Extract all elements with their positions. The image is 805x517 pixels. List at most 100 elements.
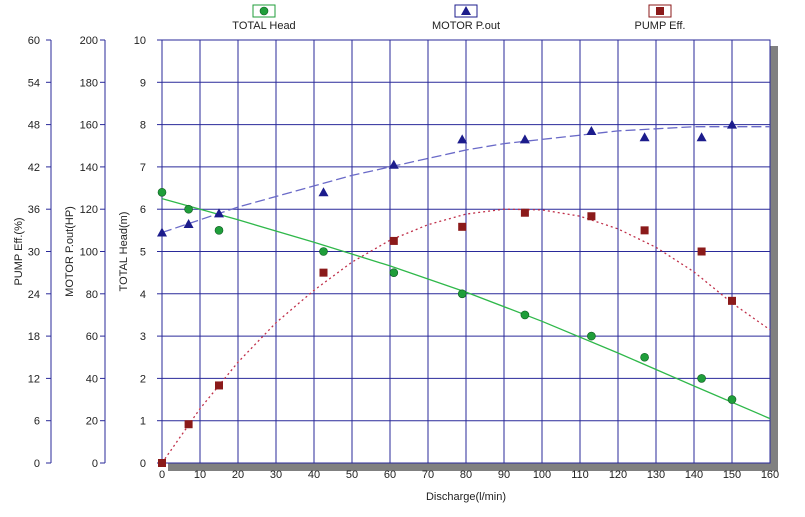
pout-tick-label: 160 xyxy=(80,120,98,132)
head-tick-label: 10 xyxy=(134,35,146,47)
eff-tick-label: 6 xyxy=(34,416,40,428)
legend-item-eff: PUMP Eff. xyxy=(635,4,686,32)
pout-tick-label: 100 xyxy=(80,247,98,259)
eff-data-point xyxy=(319,268,328,277)
head-data-point xyxy=(319,247,328,256)
x-tick-label: 30 xyxy=(270,469,282,481)
legend-item-head: TOTAL Head xyxy=(232,4,296,32)
pout-tick-label: 140 xyxy=(80,162,98,174)
head-data-point xyxy=(640,352,649,362)
eff-tick-label: 12 xyxy=(28,373,40,385)
x-axis-title: Discharge(l/min) xyxy=(426,491,506,503)
legend-item-pout: MOTOR P.out xyxy=(432,4,500,32)
head-tick-label: 0 xyxy=(140,458,146,470)
grid xyxy=(161,39,771,464)
head-tick-label: 5 xyxy=(140,247,146,259)
legend-label-pout: MOTOR P.out xyxy=(432,20,500,32)
eff-tick-label: 30 xyxy=(28,247,40,259)
head-tick-label: 1 xyxy=(140,416,146,428)
plot-shadow-right xyxy=(770,46,778,471)
x-tick-label: 160 xyxy=(761,469,779,481)
pout-data-point xyxy=(519,134,530,144)
head-data-point xyxy=(157,187,167,197)
head-data-point xyxy=(520,310,530,320)
eff-data-point xyxy=(389,236,398,245)
head-tick-label: 3 xyxy=(140,331,146,343)
head-tick-label: 8 xyxy=(140,120,146,132)
x-tick-label: 20 xyxy=(232,469,244,481)
pout-data-point xyxy=(157,227,167,237)
pout-data-point xyxy=(318,187,329,197)
legend: TOTAL Head MOTOR P.out PUMP Eff. xyxy=(232,4,686,32)
head-tick-label: 9 xyxy=(140,77,146,89)
legend-marker-head xyxy=(259,6,269,16)
x-tick-label: 40 xyxy=(308,469,320,481)
eff-data-point xyxy=(640,226,649,235)
x-tick-label: 140 xyxy=(685,469,703,481)
pout-tick-label: 40 xyxy=(86,373,98,385)
x-tick-label: 110 xyxy=(571,469,589,481)
eff-data-point xyxy=(215,381,223,390)
x-tick-label: 130 xyxy=(647,469,665,481)
pout-tick-label: 20 xyxy=(86,416,98,428)
pout-tick-label: 0 xyxy=(92,458,98,470)
head-tick-label: 7 xyxy=(140,162,146,174)
eff-data-point xyxy=(587,212,596,221)
pout-data-point xyxy=(586,125,597,135)
eff-data-point xyxy=(520,208,529,217)
x-tick-label: 10 xyxy=(194,469,206,481)
head-data-point xyxy=(214,226,224,235)
eff-tick-label: 48 xyxy=(28,120,40,132)
pout-tick-label: 120 xyxy=(80,204,98,216)
eff-data-point xyxy=(158,459,166,467)
head-data-point xyxy=(587,331,596,341)
pout-axis-title: MOTOR P.out(HP) xyxy=(64,206,76,297)
x-tick-label: 80 xyxy=(460,469,472,481)
data-points xyxy=(157,119,737,467)
eff-tick-label: 60 xyxy=(28,35,40,47)
eff-data-point xyxy=(184,420,193,429)
pout-data-point xyxy=(727,119,737,129)
eff-data-point xyxy=(728,296,736,305)
pout-tick-label: 80 xyxy=(86,289,98,301)
pout-data-point xyxy=(457,134,468,144)
legend-label-eff: PUMP Eff. xyxy=(635,20,686,32)
x-tick-label: 70 xyxy=(422,469,434,481)
head-tick-label: 6 xyxy=(140,204,146,216)
pout-data-point xyxy=(388,159,399,169)
eff-tick-label: 54 xyxy=(28,77,40,89)
head-axis-title: TOTAL Head(m) xyxy=(118,212,130,292)
legend-marker-pout xyxy=(461,6,471,15)
pout-data-point xyxy=(214,208,224,218)
x-tick-label: 50 xyxy=(346,469,358,481)
pout-fit-curve xyxy=(161,126,770,234)
plot-shadow-bottom xyxy=(168,463,778,471)
x-tick-label: 120 xyxy=(609,469,627,481)
axes: 0 10 20 30 40 50 60 70 80 90 100 110 120 130 140 150 160… xyxy=(13,35,779,503)
eff-data-point xyxy=(697,247,706,256)
eff-tick-label: 18 xyxy=(28,331,40,343)
head-tick-label: 4 xyxy=(140,289,146,301)
pout-data-point xyxy=(639,132,650,142)
eff-tick-label: 42 xyxy=(28,162,40,174)
head-data-point xyxy=(727,395,737,404)
pout-tick-label: 60 xyxy=(86,331,98,343)
x-tick-label: 100 xyxy=(533,469,551,481)
head-data-point xyxy=(184,204,193,214)
x-tick-label: 150 xyxy=(723,469,741,481)
x-tick-label: 90 xyxy=(498,469,510,481)
pout-data-point xyxy=(696,132,707,142)
legend-marker-eff xyxy=(656,7,664,15)
head-data-point xyxy=(457,289,467,299)
eff-tick-label: 24 xyxy=(28,289,40,301)
eff-data-point xyxy=(458,222,467,231)
pout-data-point xyxy=(183,219,194,229)
eff-tick-label: 0 xyxy=(34,458,40,470)
pout-tick-label: 200 xyxy=(80,35,98,47)
head-data-point xyxy=(389,268,399,277)
eff-axis-title: PUMP Eff.(%) xyxy=(13,217,25,285)
eff-tick-label: 36 xyxy=(28,204,40,216)
x-tick-label: 0 xyxy=(159,469,165,481)
